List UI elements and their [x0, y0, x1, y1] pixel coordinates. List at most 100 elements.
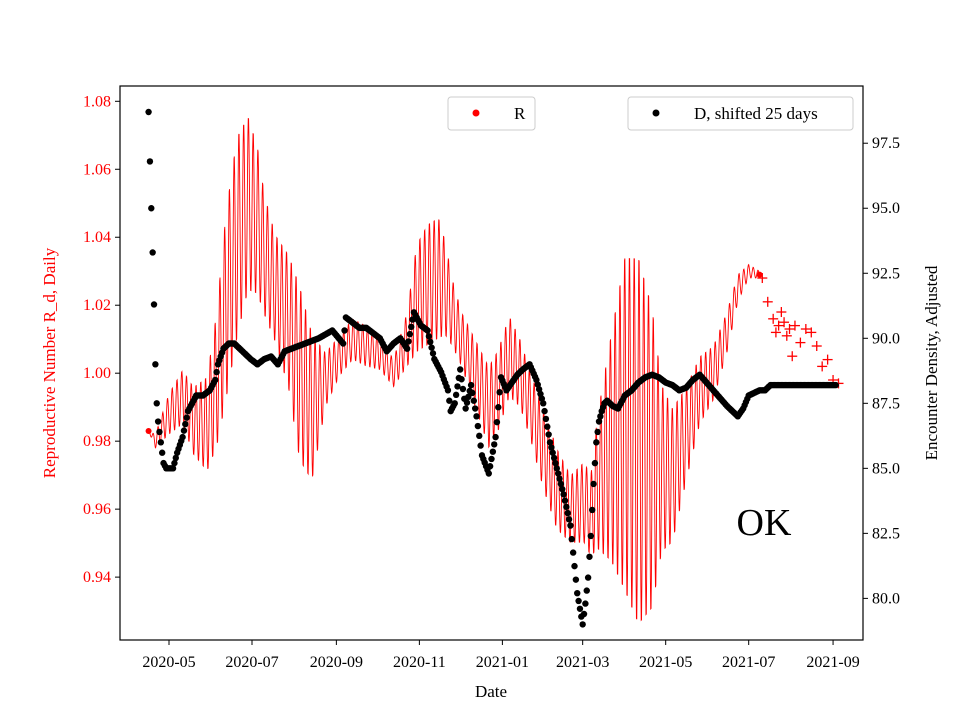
d-point	[564, 509, 571, 517]
d-point	[444, 387, 452, 394]
d-point	[145, 108, 152, 116]
x-tick-label: 2021-07	[722, 654, 775, 671]
d-point	[341, 327, 348, 334]
d-series-points	[145, 108, 839, 628]
d-point	[469, 389, 476, 397]
d-point	[572, 576, 580, 583]
legend-r-label: R	[514, 104, 526, 123]
r-tail-point	[795, 337, 806, 348]
d-point	[408, 323, 415, 331]
d-point	[473, 413, 480, 420]
d-point	[459, 385, 467, 393]
d-point	[425, 333, 433, 340]
d-point	[493, 418, 501, 426]
y-right-tick-label: 97.5	[872, 135, 900, 152]
y-right-tick-label: 87.5	[872, 395, 900, 412]
d-point	[339, 340, 347, 347]
d-point	[560, 491, 567, 498]
d-point	[540, 400, 547, 407]
y-axis-left-label: Reproductive Number R_d, Daily	[40, 247, 59, 478]
d-point	[146, 158, 154, 165]
y-left-tick-label: 1.06	[83, 161, 111, 178]
d-point	[597, 413, 604, 420]
d-point	[565, 516, 573, 523]
r-tail-point	[806, 327, 817, 338]
d-point	[467, 381, 475, 389]
d-point	[171, 459, 178, 467]
d-point	[457, 366, 464, 373]
r-tail-point	[757, 273, 768, 284]
r-tail-point	[768, 313, 779, 324]
r-series-tail	[757, 273, 844, 389]
d-point	[576, 605, 584, 612]
r-tail-point	[800, 324, 811, 335]
x-tick-label: 2020-07	[225, 654, 278, 671]
x-tick-label: 2021-01	[476, 654, 529, 671]
d-point	[451, 400, 458, 407]
d-point	[458, 376, 465, 383]
legend-r-box	[447, 96, 536, 131]
d-point	[554, 470, 562, 477]
r-tail-point	[789, 320, 800, 331]
d-point	[212, 376, 219, 384]
x-tick-label: 2021-05	[639, 654, 692, 671]
legend-r: R	[447, 96, 536, 131]
d-point	[832, 381, 839, 389]
d-point	[591, 459, 599, 467]
r-tail-point	[784, 324, 795, 335]
d-point	[180, 427, 188, 434]
y-right-tick-label: 80.0	[872, 590, 900, 607]
d-point	[542, 415, 550, 423]
d-point	[495, 404, 502, 411]
d-point	[149, 249, 156, 256]
x-tick-label: 2021-09	[806, 654, 859, 671]
d-point	[169, 465, 177, 472]
legend-d-box	[627, 96, 854, 131]
d-point	[471, 405, 479, 412]
d-point	[550, 454, 558, 462]
r-tail-point	[779, 317, 790, 328]
d-point	[158, 449, 166, 456]
d-point	[574, 589, 581, 597]
d-point	[544, 423, 551, 430]
d-point	[548, 444, 555, 451]
r-series-line	[148, 118, 761, 622]
r-tail-point	[811, 341, 822, 352]
d-point	[486, 463, 494, 470]
d-point	[424, 327, 431, 334]
d-point	[477, 442, 484, 449]
y-left-tick-label: 1.08	[83, 93, 111, 110]
d-point	[567, 522, 574, 529]
x-axis: 2020-05 2020-07 2020-09 2020-11 2021-01 2021-…	[142, 640, 860, 671]
r-point	[145, 427, 152, 434]
d-point	[446, 397, 453, 404]
d-point	[463, 399, 471, 406]
d-point	[427, 338, 434, 346]
d-point	[545, 431, 552, 438]
y-right-tick-label: 85.0	[872, 460, 900, 477]
x-tick-label: 2020-11	[393, 654, 446, 671]
d-point	[154, 418, 162, 425]
d-point	[179, 433, 186, 441]
d-point	[541, 407, 548, 415]
r-tail-point	[822, 354, 833, 365]
d-point	[462, 405, 469, 412]
d-point	[595, 418, 603, 425]
y-left-tick-label: 0.94	[83, 569, 111, 586]
d-point	[546, 439, 554, 446]
d-point	[152, 361, 159, 368]
d-point	[552, 459, 559, 467]
r-tail-point	[773, 320, 784, 331]
d-point	[465, 393, 472, 401]
d-point	[586, 553, 593, 560]
y-right-tick-label: 82.5	[872, 525, 900, 542]
y-left-tick-label: 1.00	[83, 365, 111, 382]
r-tail-point	[781, 330, 792, 341]
y-axis-right: 80.0 82.5 85.0 87.5 90.0 92.5 95.0 97.5	[863, 135, 900, 607]
d-point	[406, 330, 414, 338]
d-point	[557, 480, 565, 488]
y-axis-left: 0.94 0.96 0.98 1.00 1.02 1.04 1.06 1.08	[83, 93, 120, 586]
d-point	[575, 597, 582, 605]
plot-frame	[119, 85, 864, 641]
